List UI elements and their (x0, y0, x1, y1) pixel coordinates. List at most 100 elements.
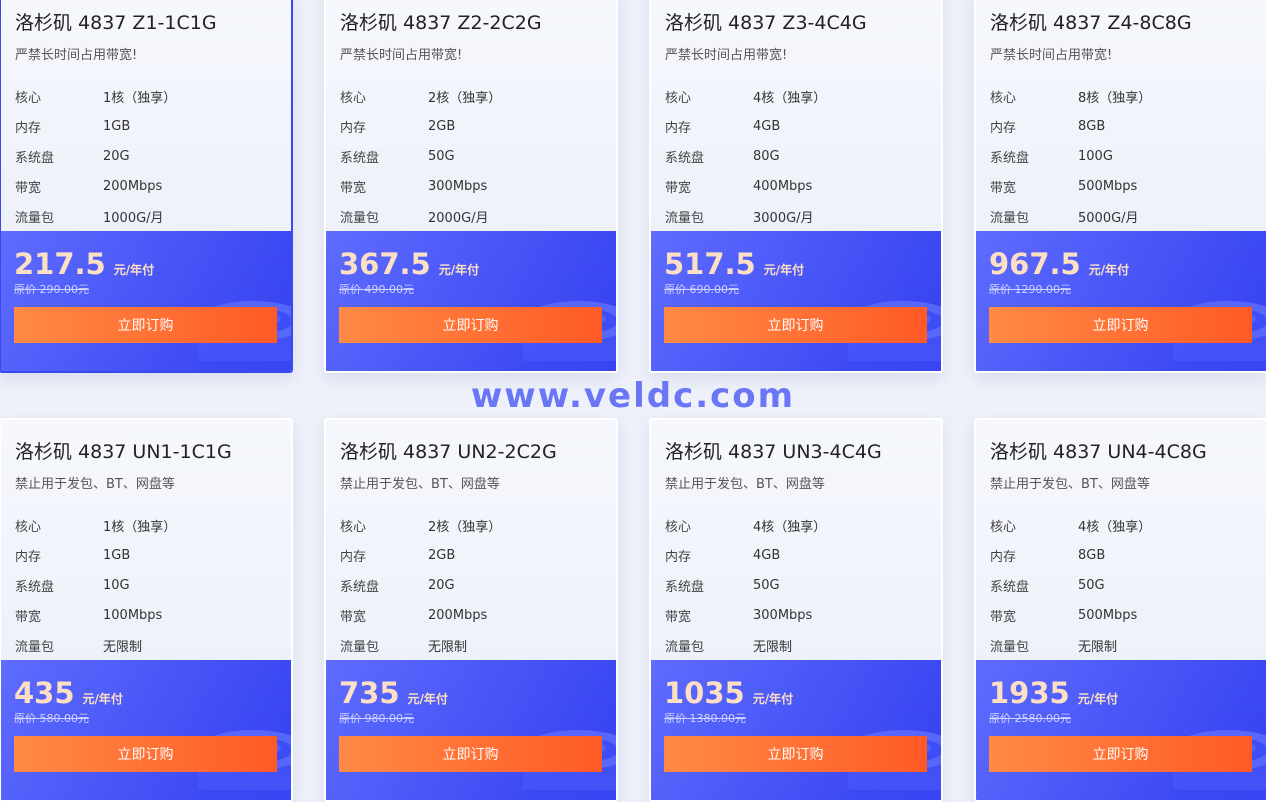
spec-label: 核心 (340, 90, 367, 106)
spec-row: 核心 2核（独享） (340, 510, 616, 540)
original-price: 原价 2580.00元 (989, 712, 1071, 725)
price: 735 元/年付 (339, 676, 448, 710)
spec-label: 核心 (340, 519, 367, 535)
spec-value: 200Mbps (428, 607, 488, 623)
spec-label: 带宽 (665, 609, 692, 625)
spec-label: 带宽 (15, 180, 42, 196)
buy-now-button[interactable]: 立即订购 (14, 736, 277, 772)
plan-card[interactable]: 洛杉矶 4837 Z1-1C1G 严禁长时间占用带宽! 核心 1核（独享） 内存 1G… (0, 0, 293, 373)
spec-row: 系统盘 80G (665, 141, 941, 171)
price-panel: 967.5 元/年付 原价 1290.00元 立即订购 (976, 231, 1266, 371)
price-unit: 元/年付 (1088, 263, 1130, 277)
spec-value: 无限制 (103, 639, 143, 655)
spec-label: 流量包 (15, 639, 55, 655)
plan-title: 洛杉矶 4837 UN3-4C4G (665, 441, 882, 463)
spec-label: 核心 (15, 519, 42, 535)
plan-note: 严禁长时间占用带宽! (990, 48, 1113, 63)
spec-label: 内存 (340, 120, 367, 136)
original-price: 原价 1290.00元 (989, 283, 1071, 296)
original-price: 原价 1380.00元 (664, 712, 746, 725)
price-unit: 元/年付 (82, 692, 123, 706)
spec-value: 1核（独享） (103, 519, 177, 535)
spec-row: 带宽 400Mbps (665, 171, 941, 201)
spec-row: 核心 4核（独享） (665, 81, 941, 111)
plan-card[interactable]: 洛杉矶 4837 UN1-1C1G 禁止用于发包、BT、网盘等 核心 1核（独享）… (0, 418, 293, 802)
plan-note: 严禁长时间占用带宽! (665, 48, 788, 63)
spec-label: 核心 (990, 90, 1017, 106)
plan-card[interactable]: 洛杉矶 4837 Z2-2C2G 严禁长时间占用带宽! 核心 2核（独享） 内存 2G… (324, 0, 618, 373)
spec-row: 带宽 300Mbps (665, 600, 941, 630)
spec-value: 无限制 (753, 639, 793, 655)
price: 367.5 元/年付 (339, 247, 480, 281)
spec-row: 流量包 5000G/月 (990, 201, 1266, 231)
spec-row: 带宽 500Mbps (990, 600, 1266, 630)
plan-card[interactable]: 洛杉矶 4837 Z4-8C8G 严禁长时间占用带宽! 核心 8核（独享） 内存 8G… (974, 0, 1266, 373)
price-panel: 735 元/年付 原价 980.00元 立即订购 (326, 660, 616, 800)
spec-row: 流量包 无限制 (990, 630, 1266, 660)
spec-value: 1000G/月 (103, 210, 164, 226)
spec-list: 核心 2核（独享） 内存 2GB 系统盘 20G 带宽 200Mbps 流量包 无限制 (340, 510, 616, 660)
spec-row: 带宽 300Mbps (340, 171, 616, 201)
buy-now-button[interactable]: 立即订购 (664, 307, 927, 343)
price-unit: 元/年付 (763, 263, 805, 277)
spec-label: 内存 (15, 549, 42, 565)
spec-row: 流量包 无限制 (15, 630, 291, 660)
price: 1035 元/年付 (664, 676, 794, 710)
price-unit: 元/年付 (407, 692, 448, 706)
spec-row: 核心 1核（独享） (15, 510, 291, 540)
price-panel: 1935 元/年付 原价 2580.00元 立即订购 (976, 660, 1266, 800)
spec-label: 内存 (990, 120, 1017, 136)
buy-now-button[interactable]: 立即订购 (664, 736, 927, 772)
spec-list: 核心 4核（独享） 内存 4GB 系统盘 80G 带宽 400Mbps 流量包 3000G/月 (665, 81, 941, 231)
spec-value: 400Mbps (753, 178, 813, 194)
plan-note: 禁止用于发包、BT、网盘等 (15, 477, 175, 492)
spec-row: 系统盘 10G (15, 570, 291, 600)
price: 435 元/年付 (14, 676, 123, 710)
spec-row: 内存 1GB (15, 111, 291, 141)
buy-now-button[interactable]: 立即订购 (14, 307, 277, 343)
spec-value: 50G (753, 577, 780, 593)
original-price: 原价 690.00元 (664, 283, 739, 296)
price: 217.5 元/年付 (14, 247, 155, 281)
spec-value: 20G (428, 577, 455, 593)
plan-note: 禁止用于发包、BT、网盘等 (340, 477, 500, 492)
buy-now-button[interactable]: 立即订购 (339, 736, 602, 772)
price-unit: 元/年付 (438, 263, 480, 277)
price: 967.5 元/年付 (989, 247, 1130, 281)
spec-label: 带宽 (990, 609, 1017, 625)
spec-label: 内存 (990, 549, 1017, 565)
spec-row: 流量包 1000G/月 (15, 201, 291, 231)
spec-row: 流量包 无限制 (340, 630, 616, 660)
plan-card[interactable]: 洛杉矶 4837 UN4-4C8G 禁止用于发包、BT、网盘等 核心 4核（独享）… (974, 418, 1266, 802)
spec-row: 流量包 无限制 (665, 630, 941, 660)
buy-now-button[interactable]: 立即订购 (339, 307, 602, 343)
spec-label: 流量包 (340, 210, 380, 226)
spec-row: 内存 2GB (340, 540, 616, 570)
plan-title: 洛杉矶 4837 UN2-2C2G (340, 441, 557, 463)
spec-list: 核心 8核（独享） 内存 8GB 系统盘 100G 带宽 500Mbps 流量包 5000G/月 (990, 81, 1266, 231)
spec-value: 10G (103, 577, 130, 593)
spec-value: 300Mbps (753, 607, 813, 623)
plan-title: 洛杉矶 4837 Z1-1C1G (15, 12, 217, 34)
spec-list: 核心 1核（独享） 内存 1GB 系统盘 10G 带宽 100Mbps 流量包 无限制 (15, 510, 291, 660)
spec-label: 带宽 (990, 180, 1017, 196)
spec-row: 内存 4GB (665, 540, 941, 570)
spec-label: 系统盘 (340, 579, 380, 595)
buy-now-button[interactable]: 立即订购 (989, 307, 1252, 343)
spec-value: 2GB (428, 118, 456, 134)
buy-now-button[interactable]: 立即订购 (989, 736, 1252, 772)
spec-label: 内存 (340, 549, 367, 565)
spec-row: 内存 1GB (15, 540, 291, 570)
spec-list: 核心 4核（独享） 内存 4GB 系统盘 50G 带宽 300Mbps 流量包 无限制 (665, 510, 941, 660)
spec-label: 流量包 (990, 639, 1030, 655)
spec-value: 200Mbps (103, 178, 163, 194)
plan-card[interactable]: 洛杉矶 4837 UN3-4C4G 禁止用于发包、BT、网盘等 核心 4核（独享）… (649, 418, 943, 802)
plan-note: 严禁长时间占用带宽! (15, 48, 138, 63)
plan-card[interactable]: 洛杉矶 4837 Z3-4C4G 严禁长时间占用带宽! 核心 4核（独享） 内存 4G… (649, 0, 943, 373)
spec-row: 系统盘 50G (990, 570, 1266, 600)
plan-card[interactable]: 洛杉矶 4837 UN2-2C2G 禁止用于发包、BT、网盘等 核心 2核（独享）… (324, 418, 618, 802)
spec-value: 4核（独享） (1078, 519, 1152, 535)
spec-value: 300Mbps (428, 178, 488, 194)
spec-row: 带宽 200Mbps (340, 600, 616, 630)
spec-label: 内存 (665, 549, 692, 565)
